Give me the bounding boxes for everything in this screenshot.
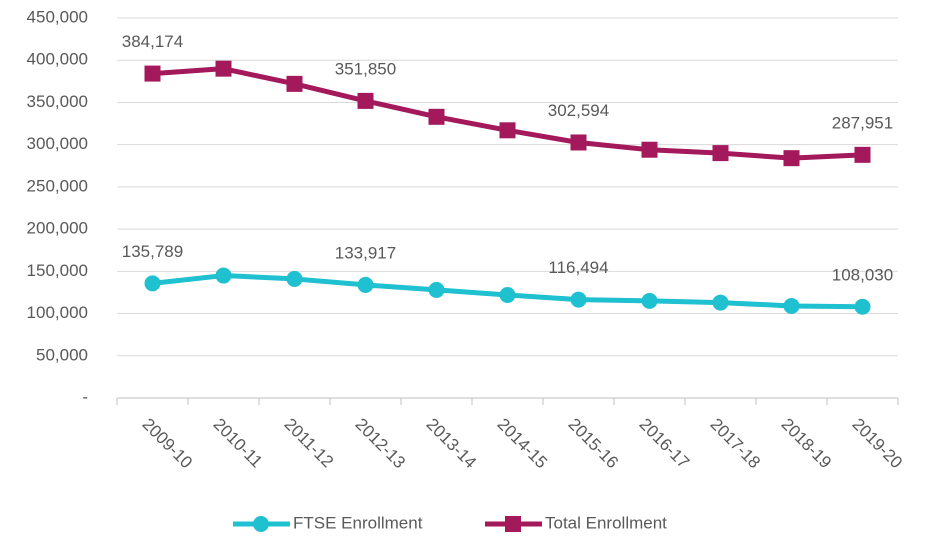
x-tick-label: 2011-12	[281, 415, 338, 472]
legend-label: FTSE Enrollment	[293, 513, 423, 532]
x-tick-label: 2014-15	[494, 415, 552, 473]
marker	[428, 108, 445, 125]
marker	[286, 270, 303, 287]
legend-label: Total Enrollment	[545, 513, 667, 532]
data-label: 351,850	[335, 59, 396, 78]
x-tick-label: 2017-18	[707, 415, 765, 473]
x-tick-label: 2018-19	[778, 415, 836, 473]
marker	[357, 92, 374, 109]
y-tick-label: 100,000	[27, 303, 88, 322]
marker	[712, 145, 729, 162]
data-label: 133,917	[335, 243, 396, 262]
y-tick-label: 300,000	[27, 134, 88, 153]
y-tick-label: 350,000	[27, 92, 88, 111]
marker	[357, 276, 374, 293]
marker	[570, 291, 587, 308]
marker	[499, 286, 516, 303]
data-label: 302,594	[548, 101, 609, 120]
y-tick-label: 450,000	[27, 7, 88, 26]
marker	[570, 134, 587, 151]
y-tick-label: 50,000	[36, 345, 88, 364]
x-tick-label: 2016-17	[636, 415, 694, 473]
y-tick-label: 250,000	[27, 176, 88, 195]
marker	[505, 516, 521, 532]
data-label: 384,174	[122, 32, 183, 51]
y-tick-label: 150,000	[27, 261, 88, 280]
marker	[641, 141, 658, 158]
x-tick-label: 2010-11	[210, 415, 267, 472]
data-label: 287,951	[832, 113, 893, 132]
marker	[253, 516, 269, 532]
x-tick-label: 2013-14	[423, 415, 481, 473]
x-tick-label: 2019-20	[849, 415, 907, 473]
marker	[215, 267, 232, 284]
marker	[854, 146, 871, 163]
marker	[712, 294, 729, 311]
marker	[428, 281, 445, 298]
marker	[286, 75, 303, 92]
x-tick-label: 2009-10	[139, 415, 197, 473]
y-tick-label: 200,000	[27, 219, 88, 238]
data-label: 135,789	[122, 242, 183, 261]
y-tick-label: 400,000	[27, 50, 88, 69]
data-label: 116,494	[548, 258, 608, 277]
marker	[215, 60, 232, 77]
marker	[783, 150, 800, 167]
marker	[499, 122, 516, 139]
marker	[854, 298, 871, 315]
marker	[144, 275, 161, 292]
marker	[641, 292, 658, 309]
marker	[144, 65, 161, 82]
x-tick-label: 2012-13	[352, 415, 410, 473]
data-label: 108,030	[832, 265, 893, 284]
x-tick-label: 2015-16	[565, 415, 623, 473]
marker	[783, 297, 800, 314]
y-tick-label: -	[82, 387, 88, 406]
